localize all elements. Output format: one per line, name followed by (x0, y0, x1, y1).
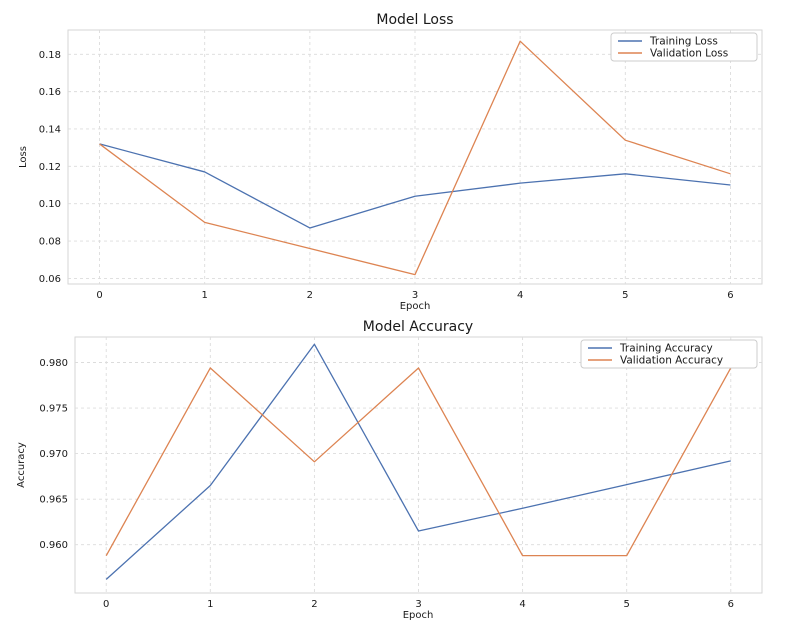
accuracy-y-tick-label: 0.960 (39, 540, 68, 551)
loss-x-tick-label: 0 (96, 290, 102, 301)
loss-chart-title: Model Loss (376, 12, 453, 28)
loss-y-tick-label: 0.08 (39, 237, 61, 248)
accuracy-ticks: 0 1 2 3 4 5 6 0.960 0.965 0.970 0.975 0.980 (39, 358, 734, 610)
loss-x-tick-label: 3 (412, 290, 418, 301)
accuracy-chart-title: Model Accuracy (363, 319, 473, 335)
loss-x-axis-label: Epoch (400, 301, 431, 312)
accuracy-series (105, 343, 732, 580)
accuracy-subplot: 0 1 2 3 4 5 6 0.960 0.965 0.970 0.975 0.980 Model A… (16, 319, 763, 621)
loss-legend-box (610, 32, 758, 62)
accuracy-y-axis-label: Accuracy (16, 442, 27, 488)
accuracy-y-tick-label: 0.975 (39, 404, 68, 415)
accuracy-x-tick-label: 0 (103, 599, 109, 610)
accuracy-x-tick-label: 2 (311, 599, 317, 610)
accuracy-y-tick-label: 0.980 (39, 358, 68, 369)
training-loss-legend-label: Training Loss (649, 36, 718, 48)
loss-y-tick-label: 0.14 (39, 124, 61, 135)
loss-y-tick-label: 0.12 (39, 162, 61, 173)
validation-loss-line (99, 40, 731, 276)
loss-y-axis-label: Loss (18, 146, 29, 168)
training-accuracy-line (105, 343, 731, 580)
loss-x-tick-label: 1 (202, 290, 208, 301)
loss-ticks: 0 1 2 3 4 5 6 0.06 0.08 0.10 0.12 0.14 0.16 0.18 (39, 50, 734, 301)
accuracy-y-tick-label: 0.965 (39, 495, 68, 506)
accuracy-x-tick-label: 4 (519, 599, 525, 610)
loss-y-tick-label: 0.18 (39, 50, 61, 61)
loss-subplot: 0 1 2 3 4 5 6 0.06 0.08 0.10 0.12 0.14 0.16 0.18 Mode… (18, 12, 763, 312)
validation-loss-legend-label: Validation Loss (650, 48, 728, 60)
accuracy-x-axis-label: Epoch (403, 610, 434, 621)
accuracy-x-tick-label: 3 (415, 599, 421, 610)
accuracy-x-tick-label: 6 (728, 599, 734, 610)
accuracy-grid (75, 337, 762, 593)
loss-y-tick-label: 0.10 (39, 199, 61, 210)
accuracy-y-tick-label: 0.970 (39, 449, 68, 460)
loss-x-tick-label: 2 (307, 290, 313, 301)
loss-series (99, 40, 731, 276)
validation-accuracy-line (105, 367, 732, 557)
training-loss-line (99, 143, 731, 229)
accuracy-x-tick-label: 1 (207, 599, 213, 610)
loss-y-tick-label: 0.16 (39, 87, 61, 98)
accuracy-x-tick-label: 5 (623, 599, 629, 610)
loss-x-tick-label: 6 (727, 290, 733, 301)
validation-accuracy-legend-label: Validation Accuracy (620, 355, 723, 367)
training-accuracy-legend-label: Training Accuracy (619, 343, 713, 355)
loss-y-tick-label: 0.06 (39, 274, 61, 285)
accuracy-legend-box (580, 339, 758, 369)
loss-x-tick-label: 5 (622, 290, 628, 301)
loss-x-tick-label: 4 (517, 290, 523, 301)
